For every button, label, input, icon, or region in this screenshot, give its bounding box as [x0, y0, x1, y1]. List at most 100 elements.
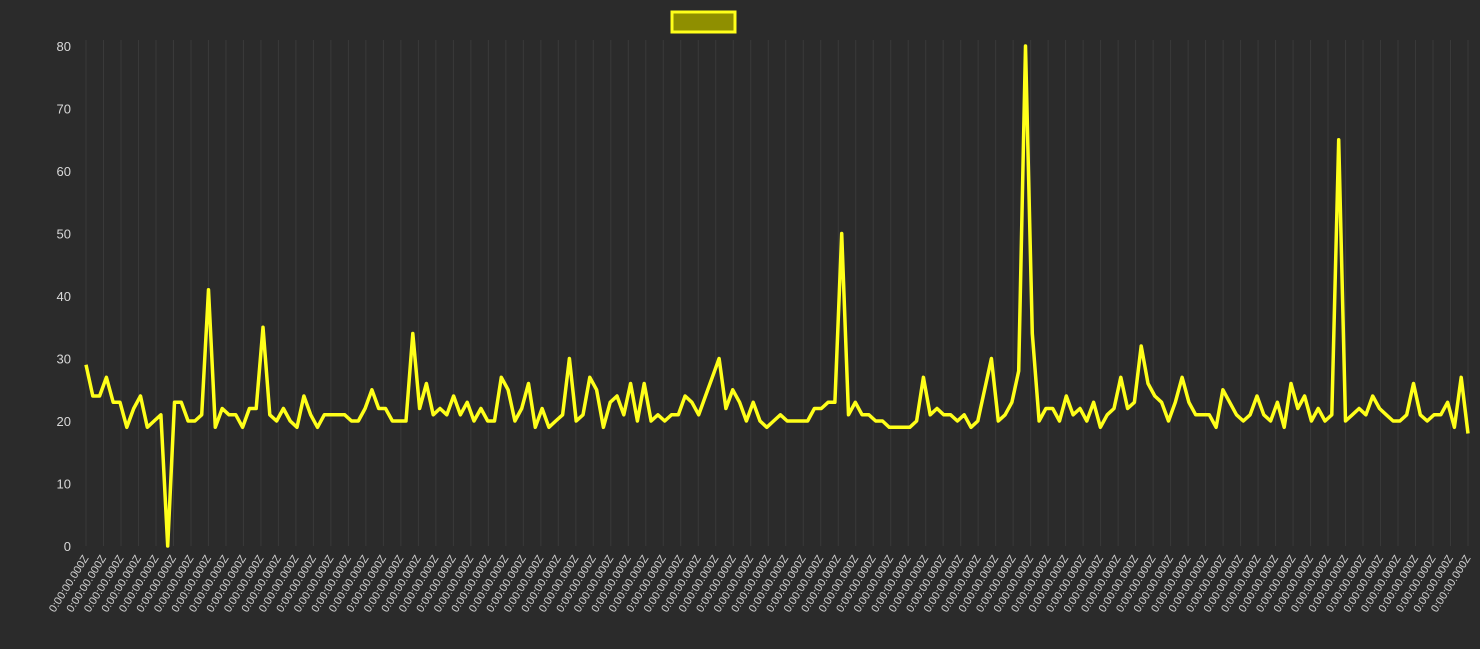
data-point[interactable] [1452, 425, 1456, 429]
data-point[interactable] [1044, 407, 1048, 411]
data-point[interactable] [159, 413, 163, 417]
data-point[interactable] [1078, 407, 1082, 411]
data-point[interactable] [1330, 413, 1334, 417]
data-point[interactable] [867, 413, 871, 417]
data-point[interactable] [213, 425, 217, 429]
data-point[interactable] [949, 413, 953, 417]
data-point[interactable] [697, 413, 701, 417]
data-point[interactable] [1160, 400, 1164, 404]
data-point[interactable] [479, 407, 483, 411]
data-point[interactable] [1030, 332, 1034, 336]
data-point[interactable] [622, 413, 626, 417]
data-point[interactable] [1378, 407, 1382, 411]
data-point[interactable] [431, 413, 435, 417]
data-point[interactable] [98, 394, 102, 398]
data-point[interactable] [506, 388, 510, 392]
data-point[interactable] [887, 425, 891, 429]
data-point[interactable] [561, 413, 565, 417]
data-point[interactable] [1439, 413, 1443, 417]
data-point[interactable] [343, 413, 347, 417]
data-point[interactable] [976, 419, 980, 423]
legend[interactable] [670, 10, 737, 34]
data-point[interactable] [1024, 44, 1028, 48]
data-point[interactable] [125, 425, 129, 429]
data-point[interactable] [1248, 413, 1252, 417]
data-point[interactable] [996, 419, 1000, 423]
data-point[interactable] [132, 407, 136, 411]
data-point[interactable] [241, 425, 245, 429]
data-point[interactable] [847, 413, 851, 417]
data-point[interactable] [792, 419, 796, 423]
data-point[interactable] [1139, 344, 1143, 348]
data-point[interactable] [928, 413, 932, 417]
data-point[interactable] [1085, 419, 1089, 423]
data-point[interactable] [1201, 413, 1205, 417]
data-point[interactable] [527, 382, 531, 386]
data-point[interactable] [1126, 407, 1130, 411]
data-point[interactable] [690, 400, 694, 404]
data-point[interactable] [1418, 413, 1422, 417]
data-point[interactable] [363, 407, 367, 411]
data-point[interactable] [390, 419, 394, 423]
data-point[interactable] [1017, 369, 1021, 373]
data-point[interactable] [1289, 382, 1293, 386]
data-point[interactable] [1071, 413, 1075, 417]
data-point[interactable] [840, 232, 844, 236]
data-point[interactable] [227, 413, 231, 417]
data-point[interactable] [193, 419, 197, 423]
data-point[interactable] [874, 419, 878, 423]
data-point[interactable] [1459, 375, 1463, 379]
data-point[interactable] [1316, 407, 1320, 411]
data-point[interactable] [1398, 419, 1402, 423]
data-point[interactable] [806, 419, 810, 423]
data-point[interactable] [350, 419, 354, 423]
data-point[interactable] [663, 419, 667, 423]
data-point[interactable] [377, 407, 381, 411]
data-point[interactable] [247, 407, 251, 411]
data-point[interactable] [1446, 400, 1450, 404]
data-point[interactable] [765, 425, 769, 429]
data-point[interactable] [288, 419, 292, 423]
data-point[interactable] [84, 363, 88, 367]
data-point[interactable] [166, 544, 170, 548]
data-point[interactable] [1432, 413, 1436, 417]
data-point[interactable] [1167, 419, 1171, 423]
data-point[interactable] [812, 407, 816, 411]
data-point[interactable] [853, 400, 857, 404]
data-point[interactable] [200, 413, 204, 417]
data-point[interactable] [139, 394, 143, 398]
data-point[interactable] [921, 375, 925, 379]
data-point[interactable] [152, 419, 156, 423]
data-point[interactable] [1064, 394, 1068, 398]
data-point[interactable] [1132, 400, 1136, 404]
data-point[interactable] [629, 382, 633, 386]
data-point[interactable] [1214, 425, 1218, 429]
data-point[interactable] [915, 419, 919, 423]
data-point[interactable] [649, 419, 653, 423]
data-point[interactable] [758, 419, 762, 423]
data-point[interactable] [397, 419, 401, 423]
data-point[interactable] [91, 394, 95, 398]
data-point[interactable] [424, 382, 428, 386]
data-point[interactable] [104, 375, 108, 379]
data-point[interactable] [173, 400, 177, 404]
data-point[interactable] [772, 419, 776, 423]
data-point[interactable] [1180, 375, 1184, 379]
data-point[interactable] [908, 425, 912, 429]
data-point[interactable] [254, 407, 258, 411]
data-point[interactable] [458, 413, 462, 417]
data-point[interactable] [316, 425, 320, 429]
data-point[interactable] [220, 407, 224, 411]
data-point[interactable] [493, 419, 497, 423]
data-point[interactable] [738, 400, 742, 404]
data-point[interactable] [751, 400, 755, 404]
data-point[interactable] [1262, 413, 1266, 417]
data-point[interactable] [833, 400, 837, 404]
data-point[interactable] [1112, 407, 1116, 411]
data-point[interactable] [1105, 413, 1109, 417]
data-point[interactable] [1153, 394, 1157, 398]
data-point[interactable] [1412, 382, 1416, 386]
data-point[interactable] [1357, 407, 1361, 411]
data-point[interactable] [942, 413, 946, 417]
data-point[interactable] [1173, 400, 1177, 404]
